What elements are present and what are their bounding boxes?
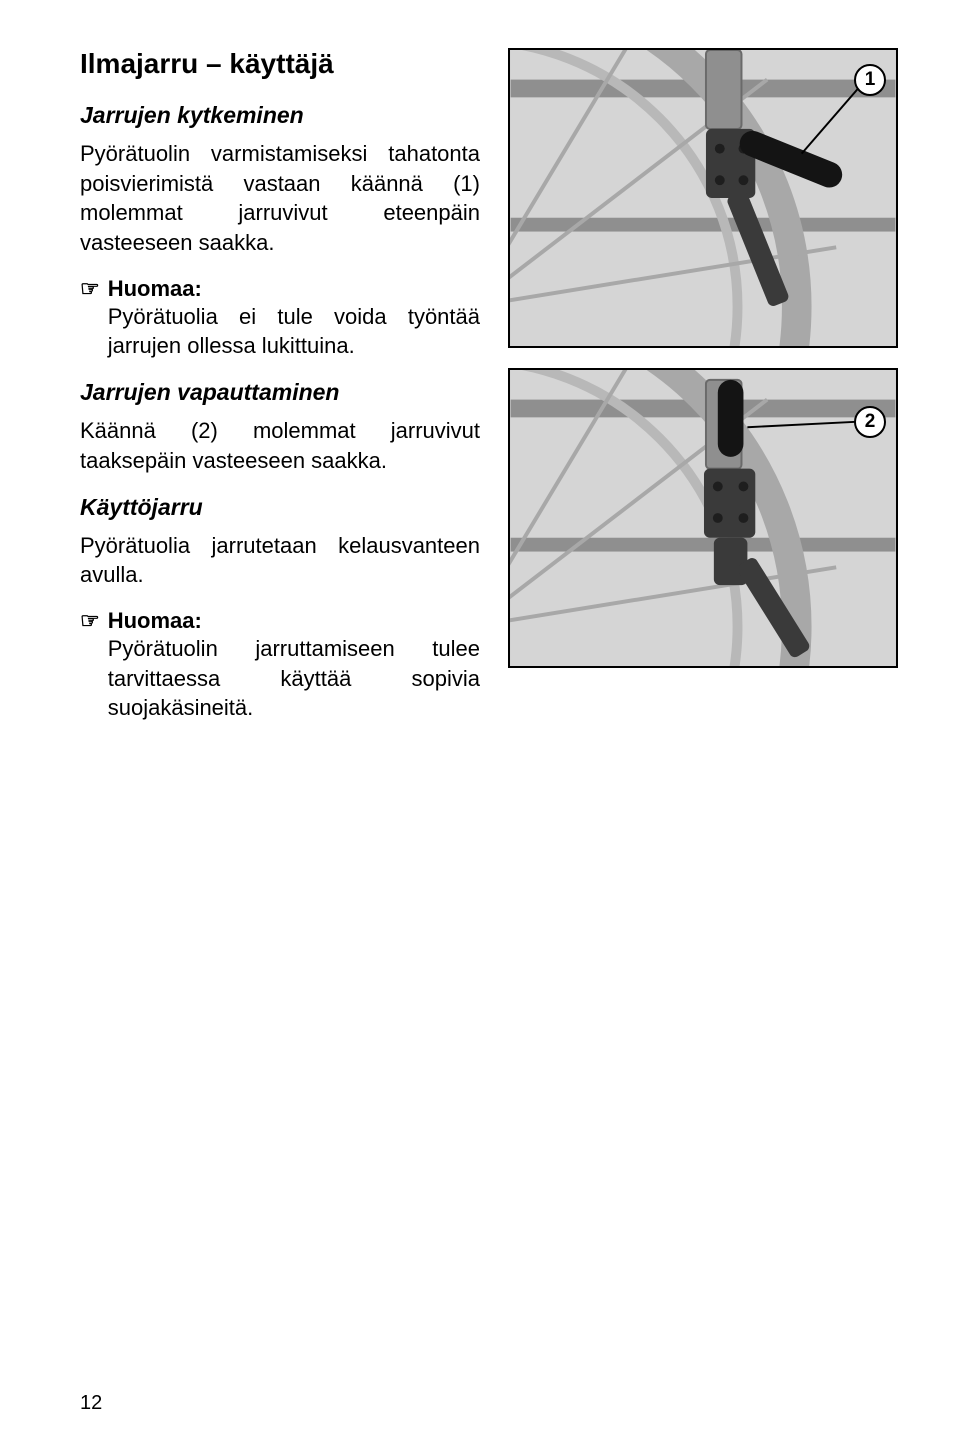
callout-2: 2 bbox=[854, 406, 886, 438]
figure-2-illustration bbox=[510, 370, 896, 666]
figure-column: 1 bbox=[508, 48, 900, 741]
note-body-2: Pyörätuolin jarruttamiseen tulee tarvitt… bbox=[108, 634, 480, 723]
section-heading-service-brake: Käyttöjarru bbox=[80, 494, 480, 521]
page-number: 12 bbox=[80, 1392, 102, 1415]
section-heading-release: Jarrujen vapauttaminen bbox=[80, 379, 480, 406]
page: Ilmajarru – käyttäjä Jarrujen kytkeminen… bbox=[0, 0, 960, 1455]
figure-brake-released: 2 bbox=[508, 368, 898, 668]
text-column: Ilmajarru – käyttäjä Jarrujen kytkeminen… bbox=[80, 48, 480, 741]
body-engage: Pyörätuolin varmistamiseksi tahatonta po… bbox=[80, 139, 480, 258]
note-block-1: ☞ Huomaa: Pyörätuolia ei tule voida työn… bbox=[80, 276, 480, 361]
figure-1-illustration bbox=[510, 50, 896, 346]
note-text-2: Huomaa: Pyörätuolin jarruttamiseen tulee… bbox=[108, 608, 480, 723]
note-block-2: ☞ Huomaa: Pyörätuolin jarruttamiseen tul… bbox=[80, 608, 480, 723]
body-release: Käännä (2) molemmat jarruvivut taaksepäi… bbox=[80, 416, 480, 475]
pointing-hand-icon: ☞ bbox=[80, 608, 100, 634]
pointing-hand-icon: ☞ bbox=[80, 276, 100, 302]
figure-brake-engaged: 1 bbox=[508, 48, 898, 348]
callout-2-label: 2 bbox=[865, 411, 876, 433]
callout-1-label: 1 bbox=[865, 69, 876, 91]
note-body-1: Pyörätuolia ei tule voida työntää jarruj… bbox=[108, 302, 480, 361]
note-text-1: Huomaa: Pyörätuolia ei tule voida työntä… bbox=[108, 276, 480, 361]
note-label-2: Huomaa: bbox=[108, 608, 480, 634]
page-title: Ilmajarru – käyttäjä bbox=[80, 48, 480, 80]
section-heading-engage: Jarrujen kytkeminen bbox=[80, 102, 480, 129]
callout-1: 1 bbox=[854, 64, 886, 96]
note-label-1: Huomaa: bbox=[108, 276, 480, 302]
body-service-brake: Pyörätuolia jarrutetaan kelausvanteen av… bbox=[80, 531, 480, 590]
two-column-layout: Ilmajarru – käyttäjä Jarrujen kytkeminen… bbox=[80, 48, 900, 741]
